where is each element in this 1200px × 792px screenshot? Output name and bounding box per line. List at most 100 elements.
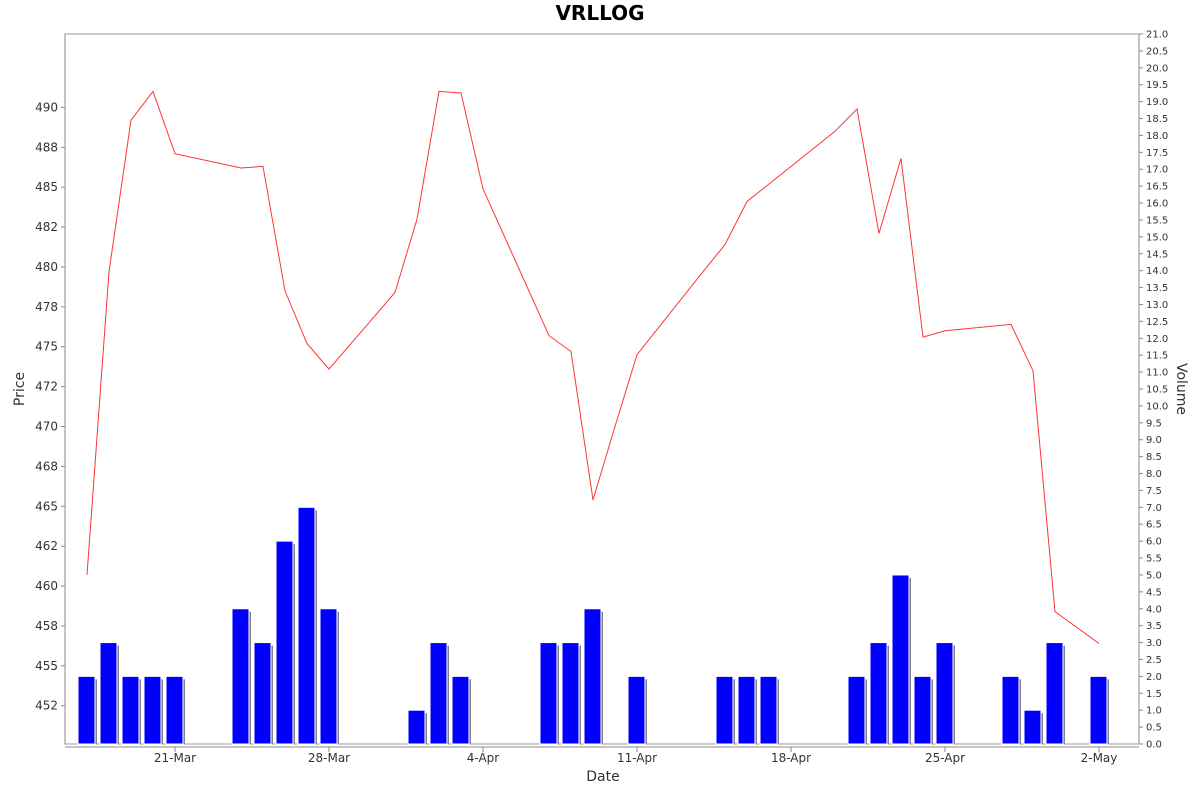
volume-tick-label: 16.0 xyxy=(1146,199,1168,210)
volume-bar xyxy=(891,574,910,745)
volume-bar xyxy=(935,642,954,745)
volume-tick-label: 10.5 xyxy=(1146,385,1168,396)
volume-bar xyxy=(913,675,932,745)
volume-tick-label: 0.0 xyxy=(1146,740,1162,751)
price-tick-label: 478 xyxy=(35,300,58,314)
volume-bar xyxy=(451,675,470,745)
volume-tick-label: 15.0 xyxy=(1146,232,1168,243)
volume-tick-label: 20.0 xyxy=(1146,63,1168,74)
volume-tick-label: 16.5 xyxy=(1146,182,1168,193)
volume-bar xyxy=(77,675,96,745)
date-tick-label: 18-Apr xyxy=(771,751,811,765)
volume-tick-label: 5.0 xyxy=(1146,570,1162,581)
price-tick-label: 465 xyxy=(35,499,58,513)
price-axis: 452 455 458 460 462 465 468 470 472 475 478 480 482 4… xyxy=(35,100,65,713)
volume-tick-label: 9.5 xyxy=(1146,418,1162,429)
x-axis-label: Date xyxy=(586,769,619,785)
volume-bar xyxy=(715,675,734,745)
volume-tick-label: 3.5 xyxy=(1146,621,1162,632)
volume-bar xyxy=(143,675,162,745)
price-tick-label: 470 xyxy=(35,419,58,433)
volume-bar xyxy=(627,675,646,745)
volume-bar xyxy=(539,642,558,745)
volume-tick-label: 17.5 xyxy=(1146,148,1168,159)
volume-bar xyxy=(407,709,426,745)
volume-tick-label: 17.0 xyxy=(1146,165,1168,176)
volume-bar xyxy=(1045,642,1064,745)
date-tick-label: 28-Mar xyxy=(308,751,350,765)
volume-axis: 0.0 0.5 1.0 1.5 2.0 2.5 3.0 3.5 4.0 4.5 5.0 5.5 6.0 6… xyxy=(1139,30,1168,751)
price-tick-label: 485 xyxy=(35,180,58,194)
price-tick-label: 462 xyxy=(35,539,58,553)
volume-bar xyxy=(319,608,338,745)
volume-tick-label: 13.0 xyxy=(1146,300,1168,311)
volume-tick-label: 13.5 xyxy=(1146,283,1168,294)
price-tick-label: 452 xyxy=(35,699,58,713)
volume-tick-label: 8.5 xyxy=(1146,452,1162,463)
price-tick-label: 490 xyxy=(35,100,58,114)
volume-bar xyxy=(759,675,778,745)
price-tick-label: 458 xyxy=(35,619,58,633)
volume-tick-label: 1.0 xyxy=(1146,706,1162,717)
price-tick-label: 455 xyxy=(35,659,58,673)
volume-bar xyxy=(99,642,118,745)
volume-bar xyxy=(297,506,316,745)
date-tick-label: 2-May xyxy=(1081,751,1118,765)
volume-tick-label: 6.5 xyxy=(1146,520,1162,531)
volume-tick-label: 21.0 xyxy=(1146,30,1168,41)
volume-bar xyxy=(583,608,602,745)
y-axis-label: Price xyxy=(12,372,28,406)
price-tick-label: 460 xyxy=(35,579,58,593)
volume-bars xyxy=(77,506,1109,745)
date-tick-label: 21-Mar xyxy=(154,751,196,765)
volume-tick-label: 0.5 xyxy=(1146,723,1162,734)
volume-bar xyxy=(1001,675,1020,745)
volume-bar xyxy=(253,642,272,745)
chart-title: VRLLOG xyxy=(555,1,644,25)
volume-tick-label: 12.0 xyxy=(1146,334,1168,345)
price-line xyxy=(86,90,1100,644)
price-tick-label: 482 xyxy=(35,220,58,234)
volume-tick-label: 11.5 xyxy=(1146,351,1168,362)
volume-bar xyxy=(1023,709,1042,745)
volume-tick-label: 2.5 xyxy=(1146,655,1162,666)
volume-tick-label: 18.0 xyxy=(1146,131,1168,142)
volume-bar xyxy=(165,675,184,745)
volume-bar xyxy=(847,675,866,745)
volume-bar xyxy=(737,675,756,745)
volume-tick-label: 6.0 xyxy=(1146,537,1162,548)
price-tick-label: 472 xyxy=(35,380,58,394)
volume-tick-label: 9.0 xyxy=(1146,435,1162,446)
price-tick-label: 480 xyxy=(35,260,58,274)
volume-tick-label: 14.5 xyxy=(1146,249,1168,260)
date-axis: 21-Mar 28-Mar 4-Apr 11-Apr 18-Apr 25-Apr 2-May xyxy=(154,747,1118,765)
volume-bar xyxy=(429,642,448,745)
volume-tick-label: 12.5 xyxy=(1146,317,1168,328)
y2-axis-label: Volume xyxy=(1173,363,1189,415)
volume-tick-label: 20.5 xyxy=(1146,46,1168,57)
volume-bar xyxy=(275,540,294,745)
volume-bar xyxy=(561,642,580,745)
volume-tick-label: 2.0 xyxy=(1146,672,1162,683)
date-tick-label: 11-Apr xyxy=(617,751,657,765)
volume-tick-label: 7.0 xyxy=(1146,503,1162,514)
price-tick-label: 475 xyxy=(35,340,58,354)
price-tick-label: 468 xyxy=(35,459,58,473)
volume-bar xyxy=(121,675,140,745)
volume-tick-label: 8.0 xyxy=(1146,469,1162,480)
volume-tick-label: 5.5 xyxy=(1146,554,1162,565)
volume-tick-label: 10.0 xyxy=(1146,401,1168,412)
volume-tick-label: 4.0 xyxy=(1146,604,1162,615)
volume-bar xyxy=(1089,675,1108,745)
volume-tick-label: 15.5 xyxy=(1146,215,1168,226)
price-tick-label: 488 xyxy=(35,140,58,154)
date-tick-label: 25-Apr xyxy=(925,751,965,765)
volume-tick-label: 1.5 xyxy=(1146,689,1162,700)
volume-tick-label: 11.0 xyxy=(1146,368,1168,379)
volume-tick-label: 14.0 xyxy=(1146,266,1168,277)
volume-tick-label: 19.5 xyxy=(1146,80,1168,91)
volume-tick-label: 4.5 xyxy=(1146,587,1162,598)
volume-bar xyxy=(869,642,888,745)
volume-bar xyxy=(231,608,250,745)
